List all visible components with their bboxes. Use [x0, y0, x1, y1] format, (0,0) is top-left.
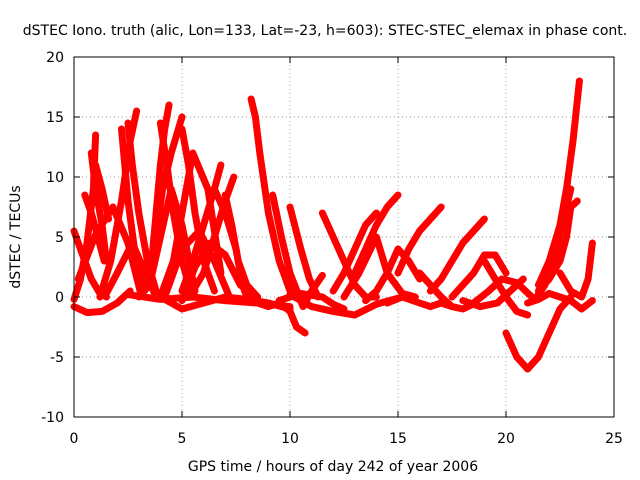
x-tick-label: 0 [70, 431, 79, 447]
series-line-48 [534, 197, 581, 295]
series-line-49 [534, 77, 583, 289]
y-axis-label: dSTEC / TECUs [8, 185, 24, 288]
series-line-33 [329, 209, 380, 295]
series-line-39 [416, 269, 480, 313]
series-line-36 [362, 245, 424, 305]
series-line-7 [92, 161, 113, 223]
chart-title: dSTEC Iono. truth (alic, Lon=133, Lat=-2… [23, 23, 627, 39]
series-line-37 [383, 293, 456, 311]
x-tick-label: 20 [497, 431, 515, 447]
series-line-44 [480, 257, 532, 319]
series-line-43 [470, 275, 536, 307]
x-tick-label: 25 [605, 431, 623, 447]
series-line-40 [426, 215, 488, 295]
y-tick-label: 0 [55, 290, 64, 306]
series-line-34 [351, 191, 402, 277]
y-tick-label: -5 [50, 350, 64, 366]
series-line-50 [556, 239, 596, 301]
x-axis-label: GPS time / hours of day 242 of year 2006 [188, 459, 478, 475]
series-line-38 [394, 203, 445, 277]
series-line-9 [118, 125, 147, 295]
x-tick-label: 5 [178, 431, 187, 447]
y-tick-label: -10 [41, 410, 64, 426]
y-tick-label: 10 [46, 170, 64, 186]
series-line-19 [178, 161, 225, 295]
series-line-6 [87, 149, 110, 265]
series-line-27 [254, 299, 309, 337]
series-line-29 [286, 203, 322, 301]
series-line-45 [502, 293, 575, 373]
series-line-41 [448, 251, 510, 301]
y-tick-label: 15 [46, 110, 64, 126]
x-tick-label: 15 [389, 431, 407, 447]
series-line-4 [70, 287, 134, 317]
x-tick-label: 10 [281, 431, 299, 447]
series-line-26 [247, 95, 311, 301]
y-tick-label: 20 [46, 50, 64, 66]
series-line-14 [143, 113, 186, 289]
series-group [70, 77, 596, 373]
series-line-35 [340, 233, 419, 301]
series-line-31 [286, 291, 402, 319]
series-line-23 [178, 239, 262, 305]
series-line-3 [81, 191, 108, 265]
series-line-15 [156, 119, 195, 295]
y-tick-label: 5 [55, 230, 64, 246]
series-line-5 [74, 203, 145, 299]
ticks: 0 5 10 15 20 25 -10 -5 0 5 10 15 20 [41, 50, 623, 447]
